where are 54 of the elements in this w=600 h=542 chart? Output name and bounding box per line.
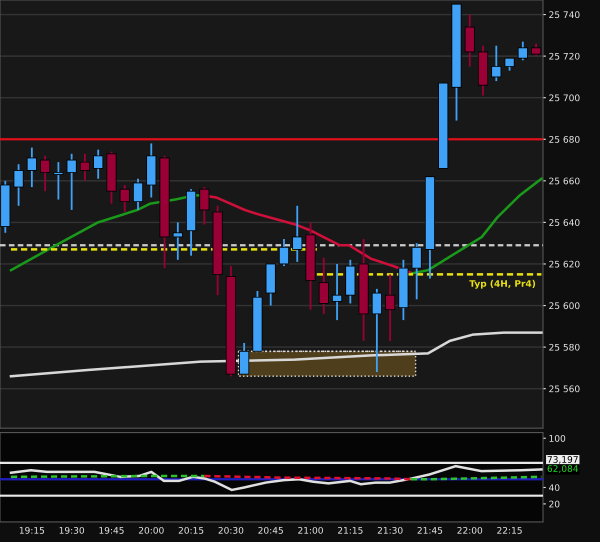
x-tick-label: 20:45: [258, 526, 283, 534]
candlestick: [318, 256, 329, 315]
x-tick-label: 22:15: [497, 526, 522, 534]
y-tick-label: 25 640: [549, 219, 580, 226]
series-label: Typ (4H, Pr4): [469, 280, 536, 289]
x-tick-label: 20:00: [138, 526, 164, 534]
candlestick: [66, 152, 77, 211]
candlestick: [531, 42, 542, 58]
x-tick-label: 21:30: [378, 526, 403, 534]
y-tick-label: 25 740: [549, 11, 580, 18]
y-tick-label: 25 600: [549, 302, 580, 310]
candlestick: [372, 288, 382, 373]
candlestick: [385, 273, 396, 342]
line-series: [10, 331, 543, 378]
y-tick-label: 20: [549, 500, 560, 508]
annotation: 73,197: [548, 456, 578, 464]
x-tick-label: 21:45: [418, 526, 442, 534]
y-tick-label: 25 660: [549, 178, 580, 184]
candlestick: [93, 148, 104, 180]
y-tick-label: 100: [550, 434, 566, 442]
candlestick: [518, 40, 528, 62]
candlestick: [53, 161, 64, 200]
y-tick-label: 25 560: [549, 385, 580, 392]
candlestick: [26, 146, 37, 188]
y-tick-label: 25 680: [549, 136, 580, 143]
candlestick: [132, 178, 144, 211]
y-tick-label: 25 700: [549, 94, 580, 102]
x-tick-label: 21:15: [338, 526, 363, 534]
x-tick-label: 20:15: [178, 526, 204, 534]
x-tick-label: 19:15: [20, 526, 44, 534]
line-series: [411, 178, 543, 275]
x-tick-label: 21:00: [298, 526, 323, 534]
candlestick: [504, 57, 515, 72]
y-tick-label: 40: [548, 484, 560, 492]
candlestick: [14, 163, 24, 207]
candlestick: [199, 186, 210, 226]
candlestick: [239, 342, 250, 376]
candlestick: [120, 184, 130, 213]
candlestick: [491, 44, 502, 82]
candlestick: [292, 204, 302, 263]
annotation: 62,084: [548, 465, 578, 473]
candlestick: [40, 154, 50, 192]
candlestick: [80, 152, 90, 182]
candlestick: [332, 263, 342, 321]
x-tick-label: 20:30: [218, 526, 244, 534]
y-tick-label: 25 720: [549, 52, 580, 60]
x-tick-label: 22:00: [457, 526, 482, 534]
y-tick-label: 25 580: [549, 344, 580, 351]
candlestick: [278, 238, 290, 267]
candlestick: [172, 222, 183, 261]
x-tick-label: 19:30: [60, 526, 84, 534]
y-tick-label: 25 620: [549, 260, 580, 268]
x-tick-label: 19:45: [99, 526, 124, 534]
candlestick: [412, 242, 422, 300]
